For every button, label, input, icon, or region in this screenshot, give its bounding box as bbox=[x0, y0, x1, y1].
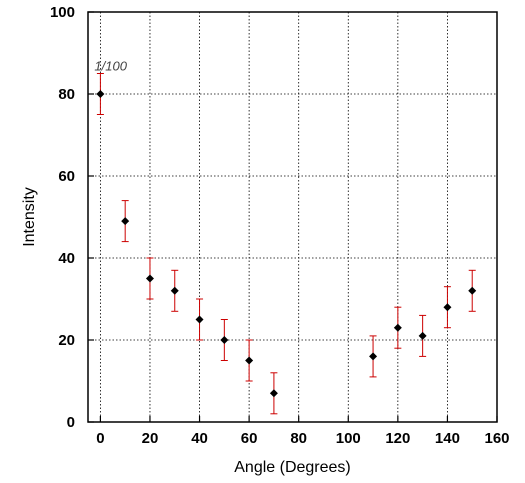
data-point bbox=[195, 315, 204, 324]
data-point bbox=[170, 286, 179, 295]
x-tick-label: 160 bbox=[484, 430, 509, 447]
data-point bbox=[96, 90, 105, 98]
axis-ticks: 0 20 40 60 80 100 120 140 160 0 20 40 60 80 100 bbox=[50, 4, 510, 447]
y-tick-label: 40 bbox=[58, 250, 75, 267]
data-point bbox=[369, 352, 378, 361]
y-tick-label: 60 bbox=[58, 168, 75, 185]
data-point bbox=[393, 323, 402, 332]
x-tick-label: 60 bbox=[241, 430, 258, 447]
data-point bbox=[418, 331, 427, 340]
plot-frame bbox=[87, 11, 498, 423]
x-tick-label: 0 bbox=[96, 430, 104, 447]
data-points bbox=[96, 90, 477, 398]
grid-lines bbox=[88, 12, 497, 422]
data-point bbox=[468, 286, 477, 295]
y-tick-label: 100 bbox=[50, 4, 75, 21]
y-tick-label: 20 bbox=[58, 332, 75, 349]
data-point bbox=[443, 303, 452, 312]
y-axis-title: Intensity bbox=[21, 187, 38, 247]
annotation-label: 1/100 bbox=[94, 59, 127, 74]
x-axis-title: Angle (Degrees) bbox=[234, 459, 351, 476]
data-point bbox=[145, 274, 154, 283]
data-point bbox=[121, 217, 130, 226]
x-tick-label: 80 bbox=[290, 430, 307, 447]
y-tick-label: 0 bbox=[67, 414, 75, 431]
data-point bbox=[245, 356, 254, 365]
x-tick-label: 100 bbox=[336, 430, 361, 447]
data-point bbox=[220, 336, 229, 344]
x-tick-label: 20 bbox=[142, 430, 159, 447]
x-tick-label: 140 bbox=[435, 430, 460, 447]
x-tick-label: 40 bbox=[191, 430, 208, 447]
error-bars bbox=[96, 73, 476, 415]
data-point bbox=[269, 389, 278, 398]
y-tick-label: 80 bbox=[58, 86, 75, 103]
x-tick-label: 120 bbox=[385, 430, 410, 447]
